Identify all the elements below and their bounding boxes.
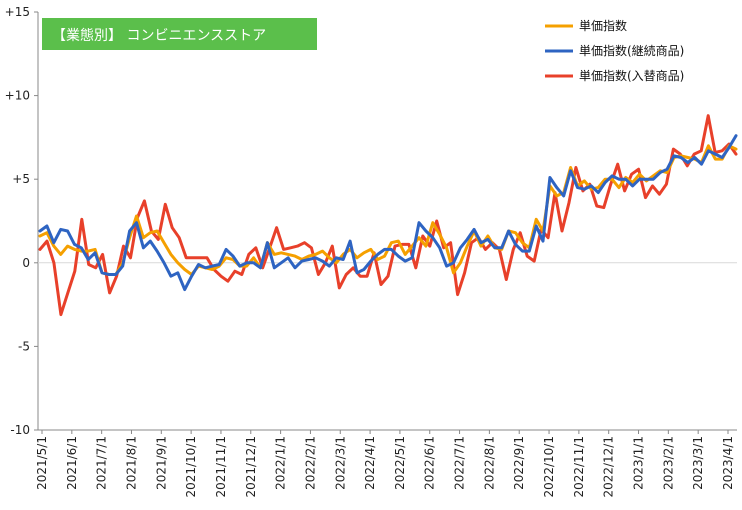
x-tick-label: 2023/2/1: [661, 436, 675, 490]
x-tick-label: 2023/1/1: [632, 436, 646, 490]
x-tick-label: 2022/9/1: [512, 436, 526, 490]
x-tick-label: 2022/2/1: [303, 436, 317, 490]
series-line-2: [38, 134, 738, 292]
chart-title-box: 【業態別】 コンビニエンスストア: [42, 18, 317, 50]
title-box-background: [42, 18, 317, 50]
x-tick-label: 2022/3/1: [333, 436, 347, 490]
x-tick-label: 2022/7/1: [453, 436, 467, 490]
x-tick-label: 2022/10/1: [542, 436, 556, 498]
x-tick-label: 2021/7/1: [95, 436, 109, 490]
x-tick-label: 2021/12/1: [244, 436, 258, 498]
legend-label: 単価指数(継続商品): [579, 43, 684, 58]
series-line-1: [38, 144, 738, 276]
series-lines: [38, 114, 738, 317]
chart-title: 【業態別】 コンビニエンスストア: [52, 28, 266, 44]
x-tick-label: 2022/6/1: [423, 436, 437, 490]
y-tick-label: +10: [5, 89, 30, 103]
x-tick-label: 2022/11/1: [572, 436, 586, 498]
y-tick-label: +5: [12, 172, 30, 186]
x-tick-label: 2023/3/1: [691, 436, 705, 490]
axes: +15 +10 +5 0 -5 -10 2021/5/1 2021/6/1 2021/7/1 20…: [5, 5, 737, 498]
x-tick-label: 2021/9/1: [154, 436, 168, 490]
x-tick-label: 2022/12/1: [602, 436, 616, 498]
y-tick-label: -5: [18, 339, 30, 353]
series-line-3: [38, 114, 738, 317]
x-tick-label: 2022/1/1: [274, 436, 288, 490]
y-tick-label: +15: [5, 5, 30, 19]
x-tick-label: 2021/8/1: [124, 436, 138, 490]
x-tick-label: 2021/5/1: [35, 436, 49, 490]
y-tick-label: 0: [22, 256, 30, 270]
legend-label: 単価指数: [579, 18, 627, 33]
x-tick-label: 2023/4/1: [721, 436, 735, 490]
x-tick-label: 2022/8/1: [482, 436, 496, 490]
x-tick-label: 2021/10/1: [184, 436, 198, 498]
x-tick-label: 2022/4/1: [363, 436, 377, 490]
x-tick-label: 2022/5/1: [393, 436, 407, 490]
y-tick-label: -10: [10, 423, 30, 437]
x-tick-label: 2021/6/1: [65, 436, 79, 490]
x-tick-label: 2021/11/1: [214, 436, 228, 498]
legend-label: 単価指数(入替商品): [579, 68, 684, 83]
